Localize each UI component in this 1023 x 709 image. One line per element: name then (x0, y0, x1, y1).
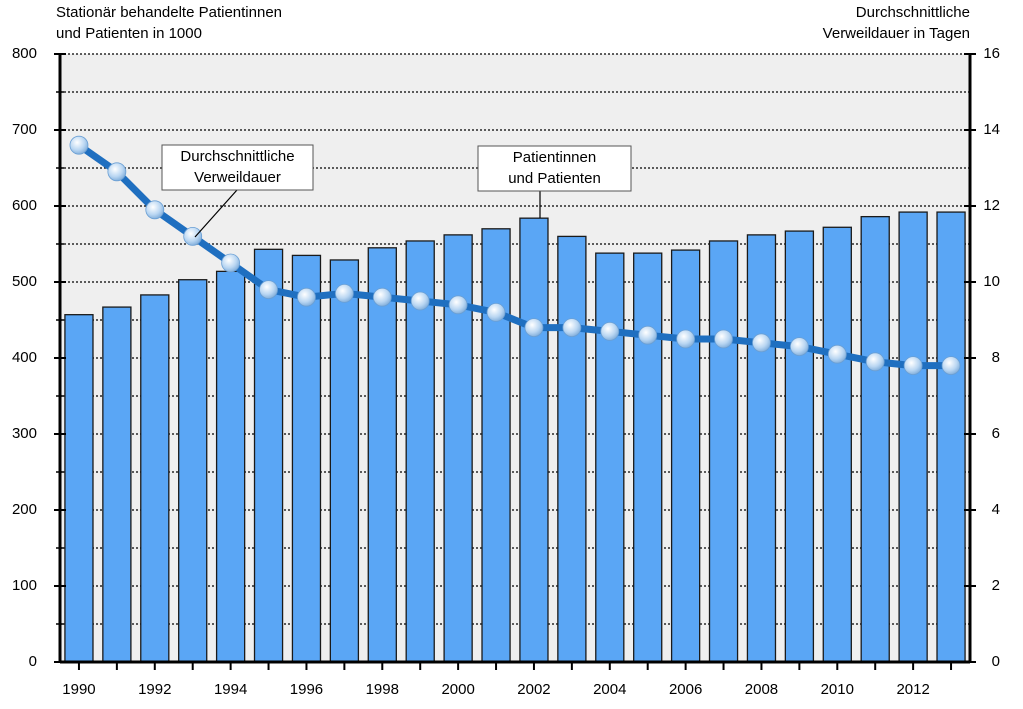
bar (784, 230, 815, 663)
bar (936, 211, 966, 663)
line-marker (638, 325, 658, 345)
line-marker (145, 200, 165, 220)
bar (102, 306, 132, 663)
callout-label: Verweildauer (194, 169, 281, 186)
line-marker (827, 344, 847, 364)
y2-tick-label: 14 (983, 121, 1000, 138)
bar (178, 279, 208, 663)
y2-tick-label: 6 (992, 425, 1000, 442)
y2-tick-label: 4 (992, 501, 1000, 518)
x-tick-label: 1994 (214, 681, 247, 698)
y-tick-label: 400 (12, 349, 37, 366)
x-tick-label: 1996 (290, 681, 323, 698)
bar (595, 252, 625, 663)
x-tick-label: 2002 (517, 681, 550, 698)
line-marker (221, 253, 241, 273)
y-axis-title: Stationär behandelte Patientinnen (56, 4, 282, 21)
bar (291, 254, 322, 663)
y-axis-title: und Patienten in 1000 (56, 25, 202, 42)
x-tick-label: 2008 (745, 681, 778, 698)
callout-label: und Patienten (508, 170, 601, 187)
line-marker (334, 283, 354, 303)
line-marker (183, 226, 203, 246)
line-marker (600, 321, 620, 341)
y2-tick-label: 8 (992, 349, 1000, 366)
line-marker (69, 135, 89, 155)
bar (746, 234, 777, 663)
y2-tick-label: 2 (992, 577, 1000, 594)
bar (64, 314, 94, 663)
y2-tick-label: 16 (983, 45, 1000, 62)
y-tick-label: 0 (29, 653, 37, 670)
line-marker (752, 333, 771, 353)
bar (670, 249, 701, 663)
bar (215, 270, 246, 663)
bar (405, 240, 435, 663)
line-marker (486, 302, 506, 322)
y-tick-label: 700 (12, 121, 37, 138)
callout-label: Durchschnittliche (180, 148, 294, 165)
line-marker (410, 291, 430, 311)
line-marker (372, 287, 392, 307)
x-tick-label: 2006 (669, 681, 702, 698)
y-tick-label: 500 (12, 273, 37, 290)
y-tick-label: 100 (12, 577, 37, 594)
y-tick-label: 800 (12, 45, 37, 62)
bar (860, 215, 890, 663)
line-marker (448, 295, 468, 315)
callout-leader (194, 189, 238, 238)
x-tick-label: 1998 (366, 681, 399, 698)
bar (481, 228, 511, 663)
callout-box (477, 145, 632, 192)
bar (898, 211, 928, 663)
bar (822, 226, 852, 663)
line-marker (789, 337, 809, 357)
bar (519, 217, 549, 663)
line-marker (676, 329, 696, 349)
y2-axis-title: Durchschnittliche (856, 4, 970, 21)
line-marker (107, 162, 127, 182)
y2-tick-label: 12 (983, 197, 1000, 214)
line-marker (524, 318, 544, 338)
line-marker (714, 329, 733, 349)
x-tick-label: 1990 (62, 681, 95, 698)
line-marker (865, 352, 885, 372)
bar (708, 240, 739, 663)
bar (329, 259, 360, 663)
x-tick-label: 2012 (896, 681, 929, 698)
x-tick-label: 2010 (821, 681, 854, 698)
callout-label: Patientinnen (513, 149, 596, 166)
x-tick-label: 1992 (138, 681, 171, 698)
line-marker (941, 356, 961, 376)
y-tick-label: 600 (12, 197, 37, 214)
y2-tick-label: 10 (983, 273, 1000, 290)
line-marker (903, 356, 923, 376)
x-tick-label: 2004 (593, 681, 626, 698)
y2-tick-label: 0 (992, 653, 1000, 670)
y-tick-label: 300 (12, 425, 37, 442)
bar (140, 294, 170, 663)
x-tick-label: 2000 (441, 681, 474, 698)
y2-axis-title: Verweildauer in Tagen (823, 25, 970, 42)
y-tick-label: 200 (12, 501, 37, 518)
line-marker (562, 318, 582, 338)
line-marker (259, 280, 278, 300)
bar (253, 248, 284, 663)
callout-box (161, 144, 314, 191)
bar (557, 235, 587, 663)
bar (633, 252, 663, 663)
bar (367, 247, 397, 663)
line-marker (297, 287, 316, 307)
